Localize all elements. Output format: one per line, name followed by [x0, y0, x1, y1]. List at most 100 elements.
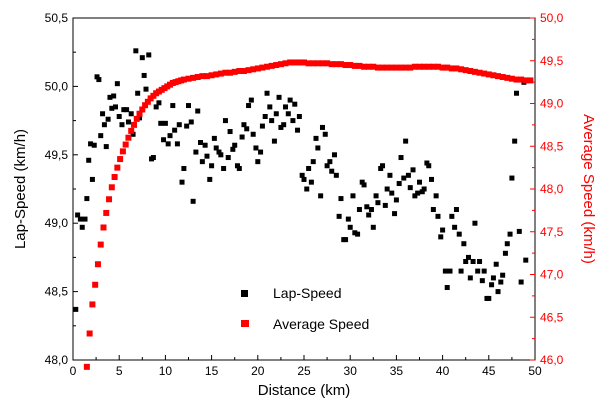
average-speed-point [513, 76, 520, 83]
lap-speed-point [477, 259, 483, 265]
average-speed-point [499, 73, 506, 80]
average-speed-point [130, 121, 137, 128]
lap-speed-point [393, 197, 399, 203]
lap-speed-point [278, 124, 284, 130]
lap-speed-point [130, 131, 136, 137]
lap-speed-point [276, 94, 282, 100]
average-speed-point [305, 60, 312, 67]
average-speed-point [231, 68, 238, 75]
average-speed-point [398, 64, 405, 71]
lap-speed-point [283, 104, 289, 110]
lap-speed-point [430, 207, 436, 213]
average-speed-point [106, 196, 113, 203]
lap-speed-point [84, 196, 90, 202]
lap-speed-point [523, 257, 529, 263]
lap-speed-point [82, 216, 88, 222]
lap-speed-point [211, 135, 217, 141]
lap-speed-point [207, 176, 213, 182]
lap-speed-point [498, 279, 504, 285]
left-tick-label: 49,0 [45, 216, 69, 230]
lap-speed-point [258, 149, 264, 155]
average-speed-point [495, 73, 502, 80]
lap-speed-point [176, 122, 182, 128]
average-speed-point [379, 64, 386, 71]
right-tick-label: 49,5 [540, 54, 564, 68]
average-speed-point [83, 363, 90, 370]
lap-speed-point [433, 193, 439, 199]
average-speed-point [111, 174, 118, 181]
average-speed-point [103, 209, 110, 216]
average-speed-point [453, 65, 460, 72]
lap-speed-point [143, 86, 149, 92]
x-tick-label: 30 [344, 364, 358, 378]
lap-speed-point [453, 207, 459, 213]
right-axis-ticks: 46,0 46,5 47,0 47,5 48,0 48,5 49,0 49,5 50,0 [530, 11, 564, 367]
lap-speed-point [230, 146, 236, 152]
lap-speed-point [405, 172, 411, 178]
lap-speed-point [308, 179, 314, 185]
average-speed-point [402, 64, 409, 71]
lap-speed-point [336, 213, 342, 219]
lap-speed-point [181, 165, 187, 171]
average-speed-point [319, 60, 326, 67]
lap-speed-point [359, 179, 365, 185]
average-speed-point [301, 59, 307, 66]
lap-speed-point [101, 122, 107, 128]
legend-marker-average-speed [241, 320, 249, 327]
lap-speed-point [495, 289, 501, 295]
x-tick-label: 5 [116, 364, 123, 378]
lap-speed-point [73, 306, 79, 312]
lap-speed-point [331, 152, 337, 158]
lap-speed-point [116, 113, 122, 119]
lap-speed-point [333, 172, 339, 178]
average-speed-point [347, 62, 354, 69]
x-tick-label: 35 [390, 364, 404, 378]
lap-speed-point [329, 168, 335, 174]
lap-speed-point [88, 141, 94, 147]
lap-speed-point [248, 97, 254, 103]
average-speed-point [144, 98, 151, 105]
lap-speed-point [75, 212, 81, 218]
average-speed-point [217, 70, 224, 77]
lap-speed-point [198, 139, 204, 145]
lap-speed-point [89, 176, 95, 182]
lap-speed-point [204, 153, 210, 159]
right-tick-label: 49,0 [540, 97, 564, 111]
lap-speed-point [216, 149, 222, 155]
average-speed-point [425, 63, 432, 70]
right-tick-label: 48,5 [540, 139, 564, 153]
average-speed-point [296, 59, 303, 66]
average-speed-point [240, 68, 247, 75]
right-tick-label: 48,0 [540, 182, 564, 196]
average-speed-point [264, 63, 271, 70]
average-speed-point [471, 68, 478, 75]
right-tick-label: 47,0 [540, 268, 564, 282]
average-speed-point [277, 61, 284, 68]
average-speed-point [250, 66, 257, 73]
lap-speed-point [313, 135, 319, 141]
lap-speed-point [150, 155, 156, 161]
legend-label-average-speed: Average Speed [273, 316, 369, 332]
lap-speed-point [345, 216, 351, 222]
lap-speed-point [179, 179, 185, 185]
lap-speed-point [259, 123, 265, 129]
lap-speed-point [218, 152, 224, 158]
lap-speed-point [481, 268, 487, 274]
lap-speed-point [225, 155, 231, 161]
average-speed-point [527, 77, 534, 84]
lap-speed-point [234, 163, 240, 169]
average-speed-point [185, 75, 192, 82]
lap-speed-point [435, 213, 441, 219]
x-tick-label: 50 [528, 364, 542, 378]
lap-speed-point [114, 81, 120, 87]
x-tick-label: 0 [70, 364, 77, 378]
lap-speed-point [489, 282, 495, 288]
lap-speed-point [463, 259, 469, 265]
average-speed-point [190, 74, 197, 81]
average-speed-point [236, 68, 243, 75]
lap-speed-point [96, 77, 102, 83]
lap-speed-point [465, 254, 471, 260]
average-speed-point [490, 72, 497, 79]
x-tick-label: 40 [436, 364, 450, 378]
lap-speed-point [407, 185, 413, 191]
